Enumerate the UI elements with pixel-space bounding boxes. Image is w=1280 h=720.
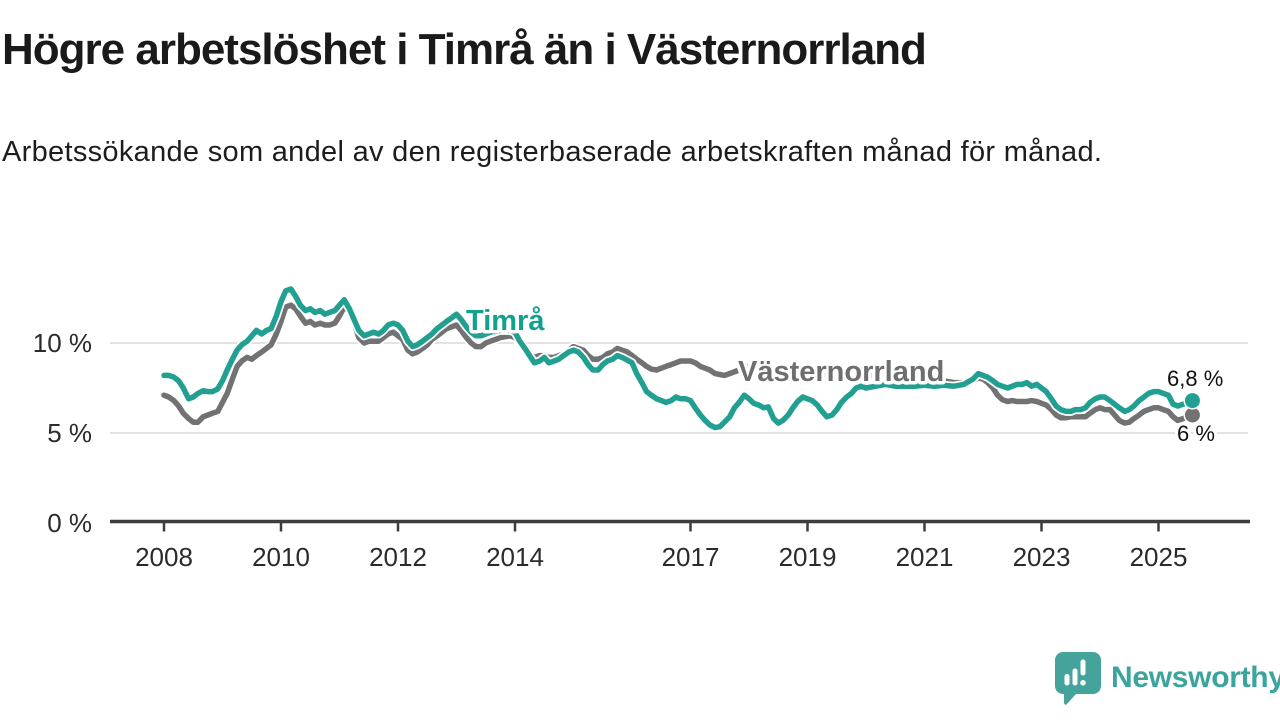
brand-name: Newsworthy — [1111, 661, 1280, 694]
series-label-vasternorrland: Västernorrland — [738, 356, 944, 388]
x-tick-label-2008: 2008 — [135, 542, 193, 572]
y-tick-label-10: 10 % — [33, 328, 92, 358]
end-dot-vasternorrland — [1184, 407, 1200, 423]
y-tick-label-5: 5 % — [47, 418, 92, 448]
x-tick-label-2021: 2021 — [896, 542, 954, 572]
brand-footer: Newsworthy — [1054, 651, 1280, 705]
x-tick-label-2010: 2010 — [252, 542, 310, 572]
end-dot-timra — [1184, 393, 1200, 409]
x-tick-label-2014: 2014 — [486, 542, 544, 572]
newsworthy-logo-icon — [1054, 651, 1101, 705]
page-title: Högre arbetslöshet i Timrå än i Västerno… — [2, 25, 927, 74]
end-value-label-vasternorrland: 6 % — [1177, 421, 1215, 446]
y-tick-label-0: 0 % — [47, 508, 92, 538]
x-tick-label-2023: 2023 — [1013, 542, 1071, 572]
x-tick-label-2019: 2019 — [779, 542, 837, 572]
line-vasternorrland — [161, 302, 1196, 426]
x-tick-label-2012: 2012 — [369, 542, 427, 572]
page-subtitle: Arbetssökande som andel av den registerb… — [2, 136, 1103, 168]
end-value-label-timra: 6,8 % — [1167, 366, 1223, 391]
x-tick-label-2017: 2017 — [662, 542, 720, 572]
series-label-timra: Timrå — [466, 305, 545, 337]
x-tick-label-2025: 2025 — [1130, 542, 1188, 572]
line-timra — [161, 286, 1196, 431]
